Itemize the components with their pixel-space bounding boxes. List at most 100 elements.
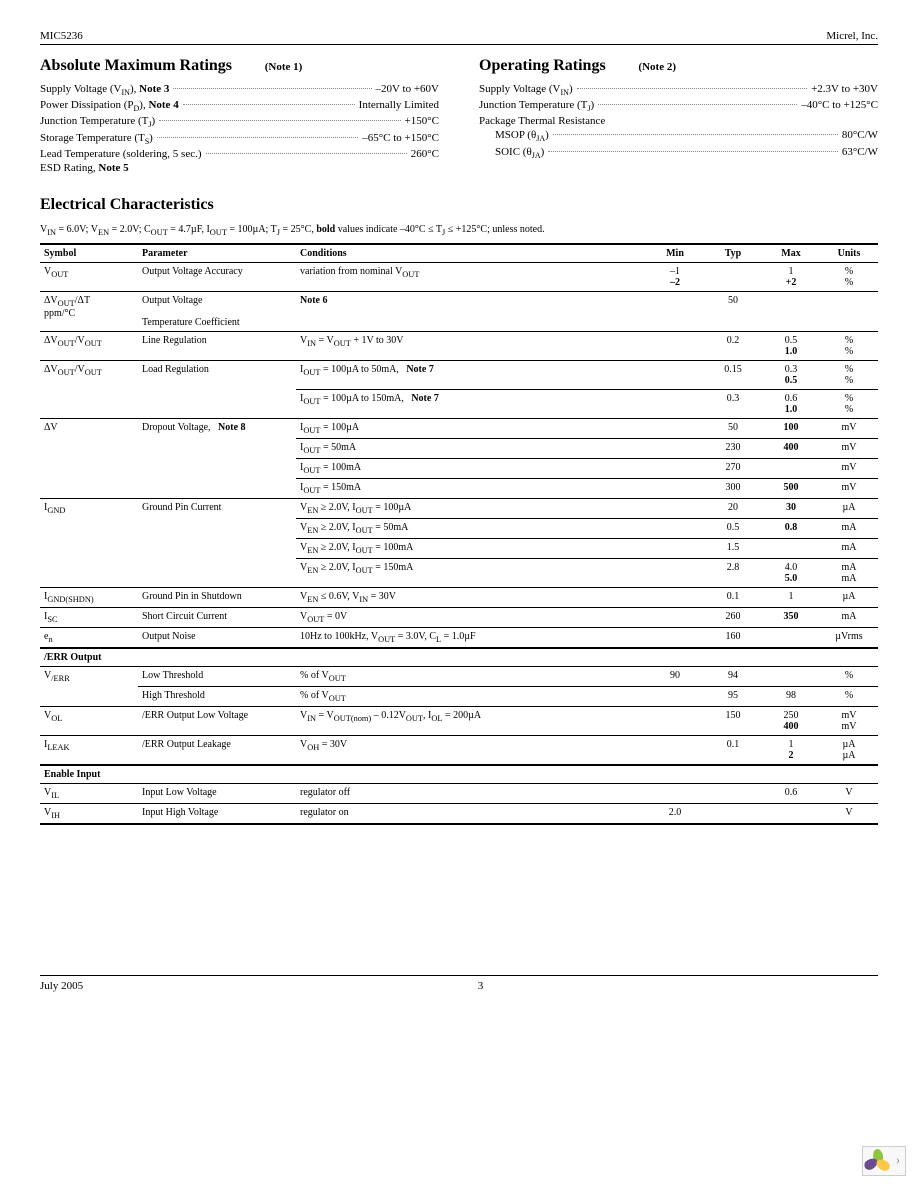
rating-value: 63°C/W <box>842 146 878 158</box>
cell-symbol: ISC <box>40 607 138 627</box>
cell-min <box>646 518 704 538</box>
rating-line: Package Thermal Resistance <box>479 115 878 127</box>
table-row: IGND(SHDN)Ground Pin in ShutdownVEN ≤ 0.… <box>40 587 878 607</box>
table-row: ΔVOUT/VOUTLoad RegulationIOUT = 100µA to… <box>40 360 878 389</box>
cell-typ: 270 <box>704 458 762 478</box>
cell-conditions: IOUT = 100µA to 50mA, Note 7 <box>296 360 646 389</box>
cell-typ <box>704 783 762 803</box>
cell-conditions: VEN ≤ 0.6V, VIN = 30V <box>296 587 646 607</box>
table-row: VOUTOutput Voltage Accuracyvariation fro… <box>40 262 878 291</box>
cell-min <box>646 735 704 765</box>
rating-line: Junction Temperature (TJ)+150°C <box>40 115 439 129</box>
rating-value: –20V to +60V <box>376 83 439 95</box>
header-part-number: MIC5236 <box>40 30 83 42</box>
cell-typ: 20 <box>704 498 762 518</box>
ec-title: Electrical Characteristics <box>40 196 214 214</box>
cell-max <box>762 803 820 824</box>
cell-max: 1 <box>762 587 820 607</box>
rating-line: Supply Voltage (VIN) +2.3V to +30V <box>479 83 878 97</box>
cell-unit: %% <box>820 262 878 291</box>
cell-min <box>646 587 704 607</box>
cell-parameter: Output Voltage Accuracy <box>138 262 296 291</box>
table-row: ISCShort Circuit CurrentVOUT = 0V260350m… <box>40 607 878 627</box>
cell-conditions: % of VOUT <box>296 686 646 706</box>
section-title: Enable Input <box>40 765 878 784</box>
table-row: VEN ≥ 2.0V, IOUT = 150mA2.84.05.0mAmA <box>40 558 878 587</box>
cell-conditions: variation from nominal VOUT <box>296 262 646 291</box>
cell-conditions: IOUT = 100mA <box>296 458 646 478</box>
header-company: Micrel, Inc. <box>826 30 878 42</box>
cell-unit: µA <box>820 587 878 607</box>
cell-parameter: Input Low Voltage <box>138 783 296 803</box>
next-page-button[interactable]: › <box>862 1146 906 1176</box>
cell-unit: V <box>820 803 878 824</box>
rating-value: +2.3V to +30V <box>811 83 878 95</box>
cell-symbol: VOUT <box>40 262 138 291</box>
cell-max: 500 <box>762 478 820 498</box>
amr-title: Absolute Maximum Ratings <box>40 57 232 75</box>
table-row: VIHInput High Voltageregulator on2.0V <box>40 803 878 824</box>
cell-symbol: ILEAK <box>40 735 138 765</box>
cell-min <box>646 498 704 518</box>
cell-unit: mV <box>820 478 878 498</box>
cell-min <box>646 478 704 498</box>
ec-th-symbol: Symbol <box>40 244 138 263</box>
rating-label: Storage Temperature (TS) <box>40 132 153 146</box>
ec-th-conditions: Conditions <box>296 244 646 263</box>
cell-parameter: /ERR Output Low Voltage <box>138 706 296 735</box>
cell-unit: %% <box>820 360 878 389</box>
cell-min <box>646 458 704 478</box>
cell-max <box>762 458 820 478</box>
cell-parameter: /ERR Output Leakage <box>138 735 296 765</box>
cell-max: 0.51.0 <box>762 331 820 360</box>
cell-typ: 50 <box>704 418 762 438</box>
cell-unit <box>820 291 878 331</box>
cell-unit: %% <box>820 331 878 360</box>
cell-unit: %% <box>820 389 878 418</box>
cell-min: 2.0 <box>646 803 704 824</box>
rating-line: MSOP (θJA)80°C/W <box>479 129 878 143</box>
cell-typ: 150 <box>704 706 762 735</box>
cell-typ: 94 <box>704 666 762 686</box>
rating-label: Supply Voltage (VIN) <box>479 83 573 97</box>
cell-conditions: VIN = VOUT + 1V to 30V <box>296 331 646 360</box>
table-row: High Threshold% of VOUT9598% <box>40 686 878 706</box>
cell-symbol: VIL <box>40 783 138 803</box>
cell-parameter: Dropout Voltage, Note 8 <box>138 418 296 438</box>
cell-parameter: Line Regulation <box>138 331 296 360</box>
cell-max: 250400 <box>762 706 820 735</box>
cell-typ <box>704 262 762 291</box>
table-row: IOUT = 50mA230400mV <box>40 438 878 458</box>
ec-th-parameter: Parameter <box>138 244 296 263</box>
table-row: ΔVDropout Voltage, Note 8IOUT = 100µA501… <box>40 418 878 438</box>
cell-symbol: V/ERR <box>40 666 138 686</box>
cell-typ: 0.3 <box>704 389 762 418</box>
cell-typ: 50 <box>704 291 762 331</box>
cell-typ: 0.1 <box>704 735 762 765</box>
cell-min <box>646 389 704 418</box>
cell-min <box>646 558 704 587</box>
operating-ratings: Operating Ratings (Note 2) Supply Voltag… <box>479 57 878 176</box>
rating-label: Junction Temperature (TJ) <box>40 115 155 129</box>
cell-min: 90 <box>646 666 704 686</box>
rating-value: –40°C to +125°C <box>801 99 878 111</box>
cell-conditions: Note 6 <box>296 291 646 331</box>
cell-typ: 300 <box>704 478 762 498</box>
cell-unit: mV <box>820 458 878 478</box>
cell-typ: 0.15 <box>704 360 762 389</box>
cell-conditions: VEN ≥ 2.0V, IOUT = 50mA <box>296 518 646 538</box>
cell-symbol: IGND <box>40 498 138 518</box>
cell-conditions: regulator on <box>296 803 646 824</box>
rating-value: 80°C/W <box>842 129 878 141</box>
cell-symbol: VIH <box>40 803 138 824</box>
cell-parameter: Short Circuit Current <box>138 607 296 627</box>
footer-page-number: 3 <box>478 980 484 992</box>
table-row: IOUT = 100µA to 150mA, Note 70.30.61.0%% <box>40 389 878 418</box>
cell-typ: 2.8 <box>704 558 762 587</box>
cell-typ: 0.2 <box>704 331 762 360</box>
table-row: VILInput Low Voltageregulator off0.6V <box>40 783 878 803</box>
absolute-maximum-ratings: Absolute Maximum Ratings (Note 1) Supply… <box>40 57 439 176</box>
table-row: IGNDGround Pin CurrentVEN ≥ 2.0V, IOUT =… <box>40 498 878 518</box>
cell-typ: 0.5 <box>704 518 762 538</box>
rating-label: Junction Temperature (TJ) <box>479 99 594 113</box>
